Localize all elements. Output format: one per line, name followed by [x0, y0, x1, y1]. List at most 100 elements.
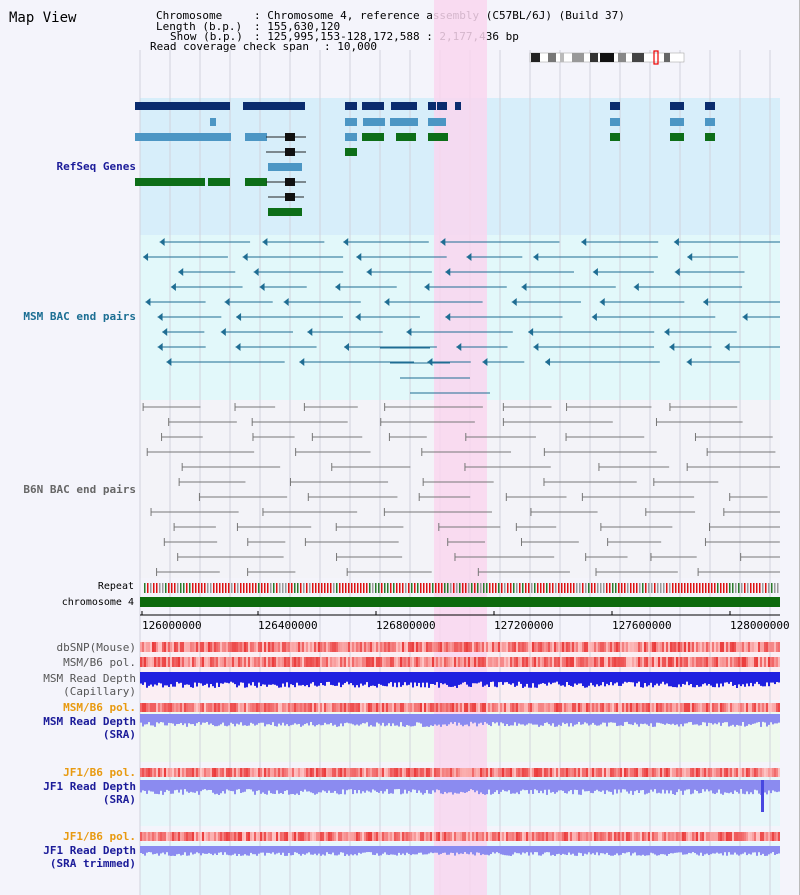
- heat-cell: [314, 642, 316, 652]
- repeat-feature: [207, 583, 209, 593]
- heat-cell: [168, 768, 170, 777]
- depth-bar: [734, 780, 736, 791]
- depth-bar: [510, 714, 512, 726]
- depth-bar: [590, 780, 592, 793]
- heat-cell: [664, 703, 666, 712]
- heat-cell: [278, 832, 280, 841]
- heat-cell: [320, 832, 322, 841]
- track-label-msm-depth-sra-1[interactable]: MSM Read Depth: [43, 715, 136, 728]
- depth-bar: [150, 672, 152, 685]
- track-label-jf1-depth-trim-1[interactable]: JF1 Read Depth: [43, 844, 136, 857]
- heat-cell: [192, 703, 194, 712]
- heat-cell: [318, 642, 320, 652]
- depth-bar: [460, 714, 462, 725]
- repeat-feature: [393, 583, 395, 593]
- heat-cell: [650, 832, 652, 841]
- heat-cell: [634, 832, 636, 841]
- heat-cell: [228, 832, 230, 841]
- repeat-feature: [429, 583, 431, 593]
- heat-cell: [522, 703, 524, 712]
- heat-cell: [150, 657, 152, 667]
- depth-bar: [606, 846, 608, 853]
- heat-cell: [530, 642, 532, 652]
- depth-bar: [168, 846, 170, 856]
- gene-arrow: [363, 118, 368, 126]
- heat-cell: [582, 703, 584, 712]
- depth-bar: [306, 672, 308, 686]
- depth-bar: [418, 846, 420, 853]
- heat-cell: [632, 657, 634, 667]
- heat-cell: [486, 703, 488, 712]
- repeat-feature: [375, 583, 377, 593]
- depth-bar: [166, 714, 168, 726]
- heat-cell: [666, 642, 668, 652]
- depth-bar: [604, 672, 606, 687]
- repeat-feature: [177, 583, 179, 593]
- gene-feature: [670, 118, 684, 126]
- heat-cell: [230, 657, 232, 667]
- depth-bar: [358, 780, 360, 791]
- track-label-dbsnp[interactable]: dbSNP(Mouse): [56, 641, 136, 654]
- heat-cell: [226, 768, 228, 777]
- track-label-jf1-depth-sra-1[interactable]: JF1 Read Depth: [43, 780, 136, 793]
- depth-bar: [420, 714, 422, 724]
- heat-cell: [626, 642, 628, 652]
- depth-bar: [196, 714, 198, 724]
- depth-bar: [672, 846, 674, 854]
- repeat-feature: [372, 583, 374, 593]
- track-label-msm-depth-cap-1[interactable]: MSM Read Depth: [43, 672, 136, 685]
- gene-arrow: [670, 118, 675, 126]
- heat-cell: [636, 642, 638, 652]
- track-label-jf1-b6-pol-2[interactable]: JF1/B6 pol.: [63, 830, 136, 843]
- depth-bar: [632, 846, 634, 854]
- track-label-refseq-genes[interactable]: RefSeq Genes: [56, 160, 136, 173]
- track-label-msm-b6-pol[interactable]: MSM/B6 pol.: [63, 656, 136, 669]
- depth-bar: [574, 672, 576, 684]
- depth-bar: [694, 672, 696, 688]
- heat-cell: [670, 642, 672, 652]
- depth-bar: [342, 714, 344, 727]
- depth-bar: [524, 672, 526, 687]
- heat-cell: [364, 832, 366, 841]
- heat-cell: [684, 832, 686, 841]
- depth-bar: [552, 780, 554, 792]
- depth-bar: [576, 714, 578, 725]
- heat-cell: [610, 703, 612, 712]
- heat-cell: [190, 703, 192, 712]
- heat-cell: [510, 703, 512, 712]
- depth-bar: [534, 846, 536, 853]
- heat-cell: [250, 703, 252, 712]
- heat-cell: [628, 642, 630, 652]
- track-label-msm-b6-pol-2[interactable]: MSM/B6 pol.: [63, 701, 136, 714]
- depth-bar: [410, 672, 412, 683]
- track-label-jf1-b6-pol[interactable]: JF1/B6 pol.: [63, 766, 136, 779]
- heat-cell: [332, 703, 334, 712]
- heat-cell: [268, 832, 270, 841]
- depth-bar: [388, 672, 390, 684]
- repeat-feature: [414, 583, 416, 593]
- heat-cell: [256, 703, 258, 712]
- depth-bar: [608, 714, 610, 723]
- track-label-msm-bac[interactable]: MSM BAC end pairs: [23, 310, 136, 323]
- heat-cell: [274, 703, 276, 712]
- heat-cell: [732, 657, 734, 667]
- ideogram-band: [548, 53, 556, 62]
- heat-cell: [642, 703, 644, 712]
- heat-cell: [262, 768, 264, 777]
- gene-feature: [345, 102, 357, 110]
- depth-bar: [746, 672, 748, 684]
- heat-cell: [602, 642, 604, 652]
- track-label-b6n-bac[interactable]: B6N BAC end pairs: [23, 483, 136, 496]
- heat-cell: [316, 657, 318, 667]
- heat-cell: [600, 642, 602, 652]
- depth-bar: [574, 714, 576, 725]
- heat-cell: [420, 768, 422, 777]
- heat-cell: [590, 832, 592, 841]
- heat-cell: [752, 642, 754, 652]
- heat-cell: [410, 642, 412, 652]
- repeat-feature: [366, 583, 368, 593]
- track-label-msm-depth-cap-2: (Capillary): [63, 685, 136, 698]
- depth-bar: [400, 846, 402, 855]
